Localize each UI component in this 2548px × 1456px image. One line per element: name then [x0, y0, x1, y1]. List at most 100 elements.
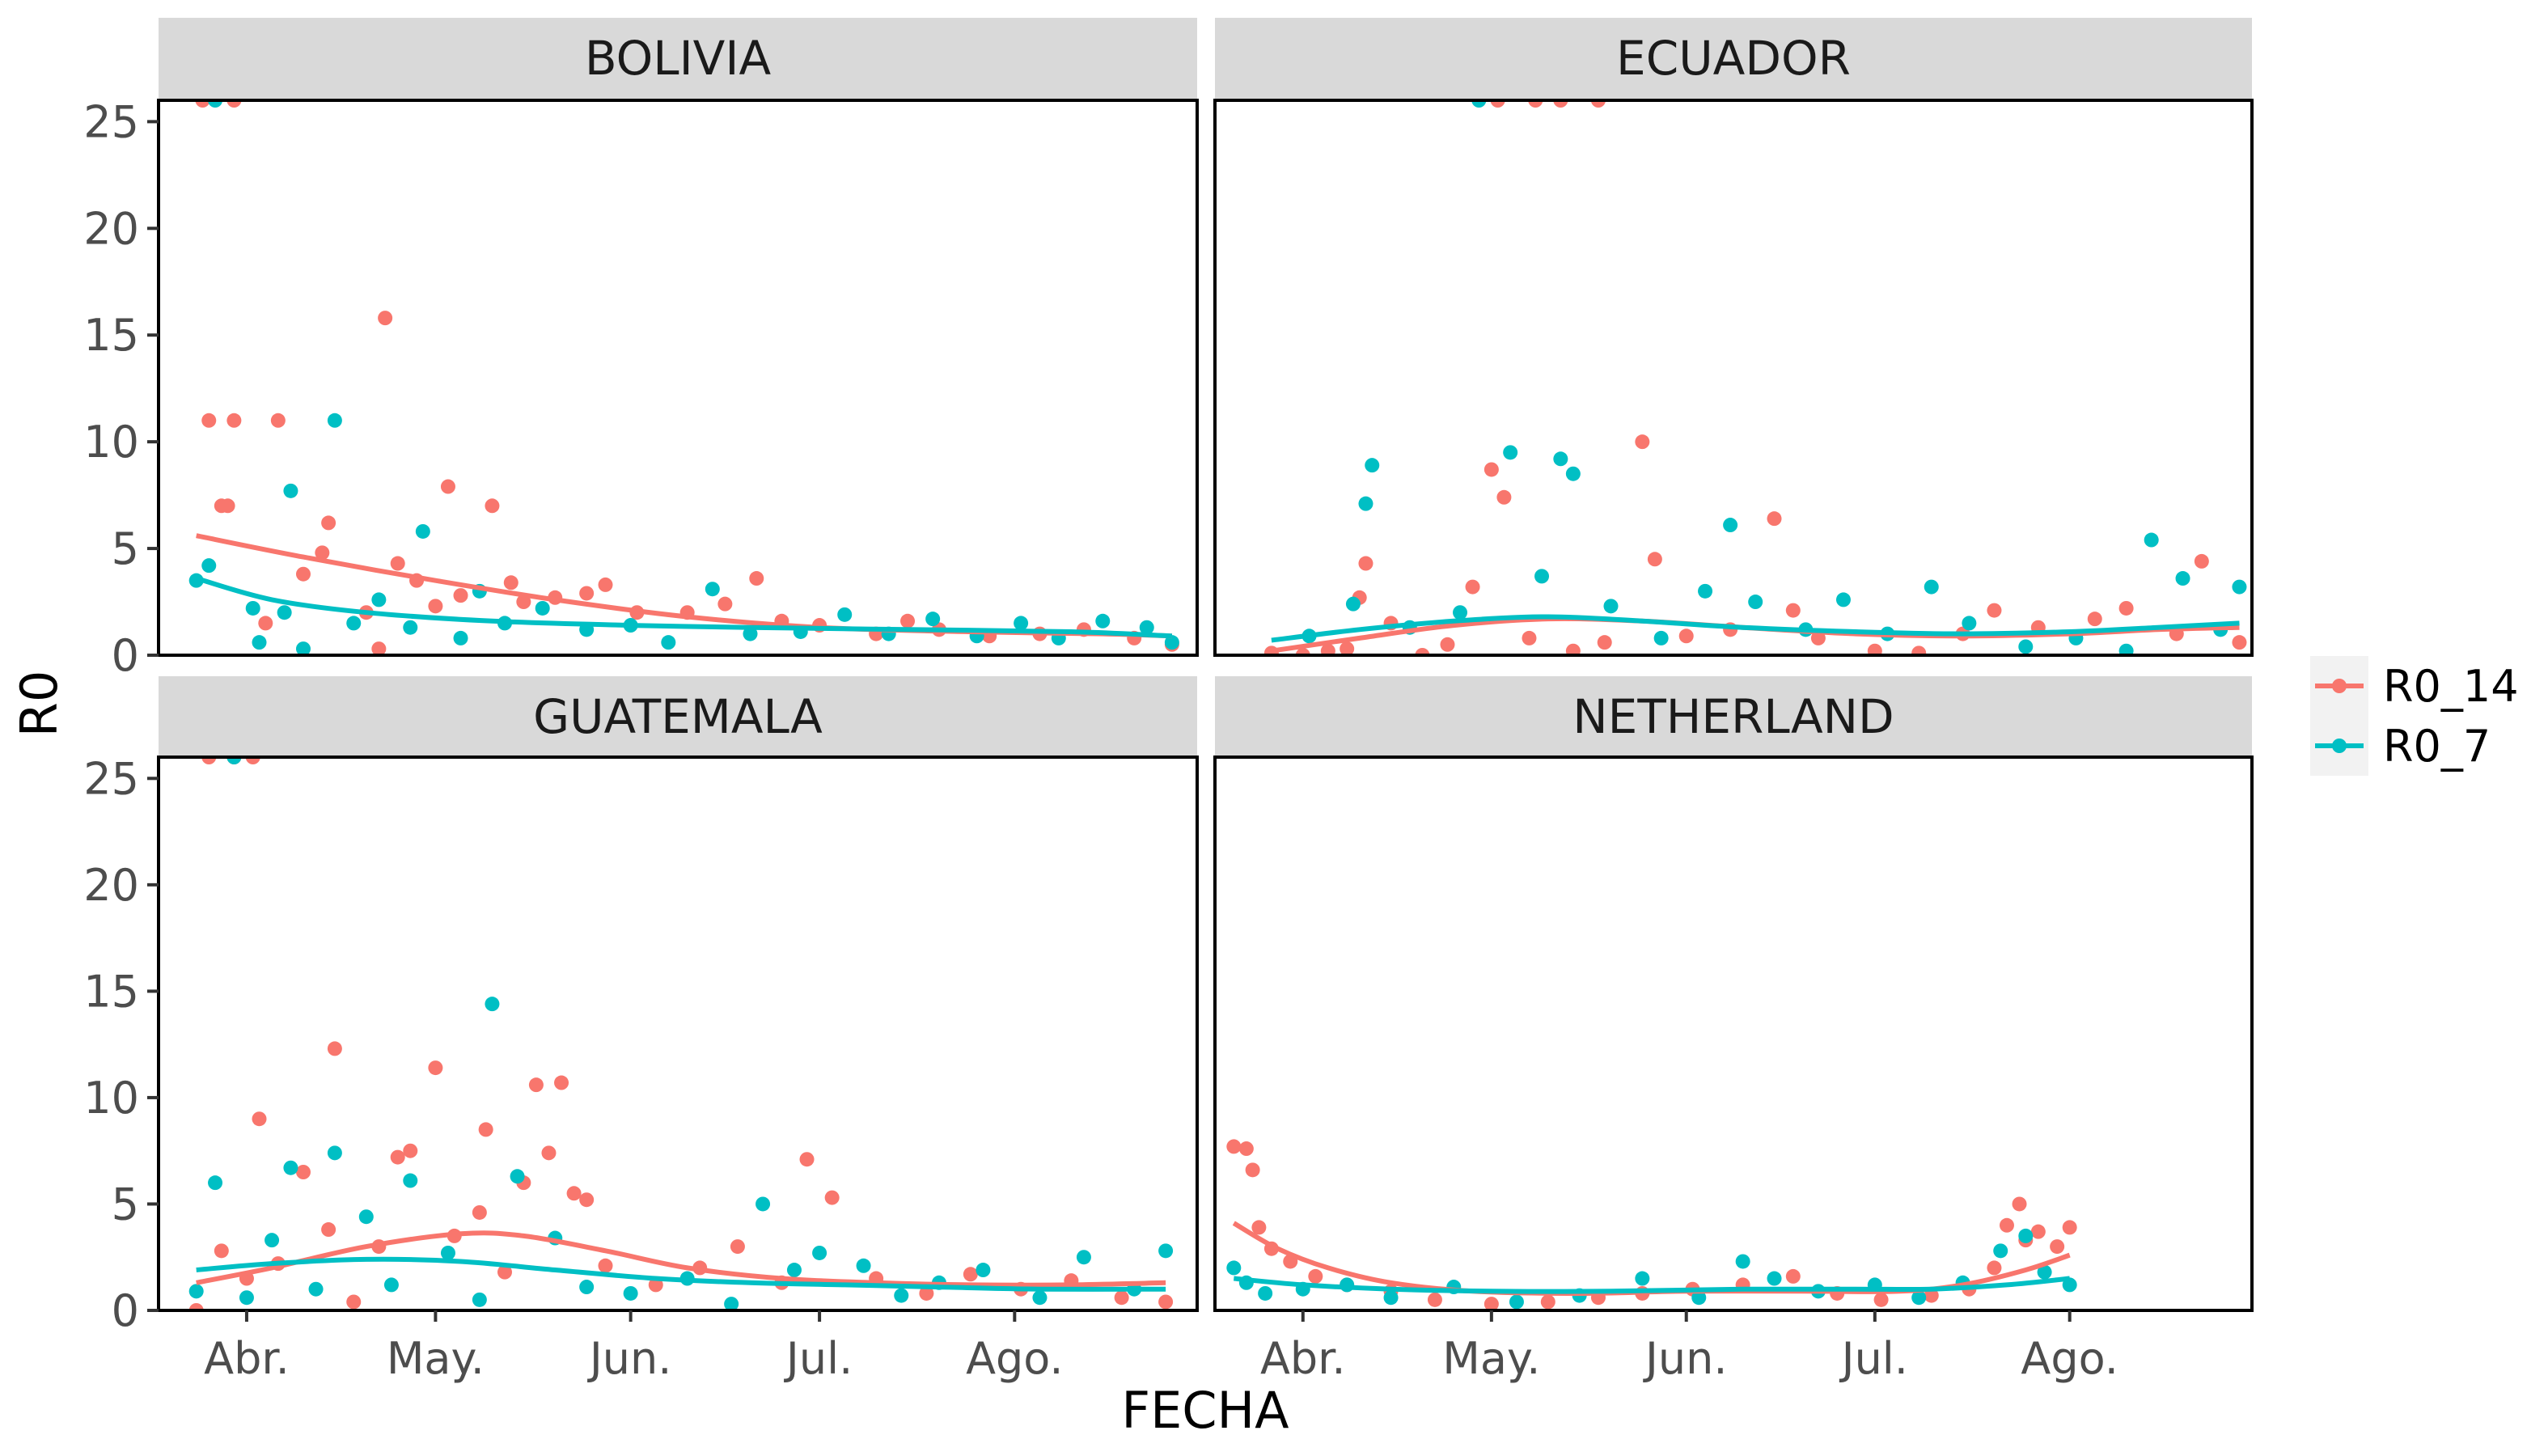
point-r0_7 — [1553, 451, 1568, 467]
point-r0_7 — [1471, 100, 1487, 108]
point-r0_14 — [1484, 462, 1499, 477]
point-r0_14 — [1415, 648, 1430, 655]
point-r0_7 — [743, 626, 758, 641]
panel-bolivia: BOLIVIA 0 5 10 15 20 25 — [83, 18, 1199, 681]
point-r0_7 — [277, 605, 292, 620]
point-r0_7 — [2144, 532, 2159, 548]
point-r0_14 — [1440, 637, 1455, 652]
point-r0_14 — [295, 566, 311, 582]
point-r0_7 — [1691, 1290, 1707, 1306]
point-r0_7 — [1226, 1260, 1242, 1276]
point-r0_14 — [2232, 635, 2247, 650]
point-r0_14 — [1490, 100, 1505, 108]
y-tick-label: 25 — [83, 96, 139, 147]
point-r0_14 — [1320, 643, 1335, 655]
point-r0_7 — [1911, 1290, 1927, 1306]
point-r0_14 — [327, 1041, 342, 1056]
point-r0_7 — [1767, 1271, 1782, 1286]
point-r0_14 — [1597, 635, 1612, 650]
point-r0_14 — [1245, 1162, 1260, 1178]
point-r0_14 — [1590, 100, 1606, 108]
legend-key-point — [2332, 679, 2347, 693]
point-r0_14 — [1565, 643, 1581, 655]
point-r0_7 — [2175, 571, 2190, 586]
point-r0_7 — [245, 600, 260, 616]
point-r0_7 — [1139, 620, 1154, 635]
point-r0_7 — [1258, 1285, 1273, 1301]
x-tick-label: Jun. — [587, 1333, 672, 1384]
point-r0_7 — [1158, 1243, 1174, 1259]
smooth-line-r0_7 — [1271, 614, 2240, 643]
point-r0_7 — [1723, 518, 1738, 533]
point-r0_7 — [2232, 579, 2247, 595]
plot-area-guatemala — [188, 757, 1174, 1310]
point-r0_14 — [403, 1143, 418, 1158]
point-r0_7 — [208, 1175, 223, 1191]
y-tick-label: 0 — [112, 1285, 139, 1336]
point-r0_7 — [579, 1280, 595, 1295]
point-r0_7 — [661, 635, 676, 650]
point-r0_14 — [428, 1060, 443, 1076]
y-tick-label: 20 — [83, 203, 139, 254]
x-tick-label: Jul. — [1839, 1333, 1908, 1384]
y-axis-title: R0 — [10, 671, 69, 738]
y-tick-label: 5 — [112, 523, 139, 574]
point-r0_14 — [1873, 1292, 1889, 1307]
point-r0_7 — [1095, 613, 1111, 629]
point-r0_14 — [428, 599, 443, 614]
point-r0_14 — [1924, 1288, 1939, 1303]
strip-label-ecuador: ECUADOR — [1616, 31, 1851, 86]
y-tick-label: 5 — [112, 1179, 139, 1230]
point-r0_14 — [824, 1190, 840, 1205]
point-r0_14 — [245, 757, 260, 764]
point-r0_14 — [1158, 1294, 1174, 1310]
point-r0_7 — [1565, 466, 1581, 481]
point-r0_14 — [453, 588, 468, 603]
point-r0_14 — [201, 413, 217, 428]
point-r0_7 — [623, 1285, 638, 1301]
strip-bolivia — [159, 18, 1197, 99]
plot-area-netherland — [1226, 1139, 2077, 1310]
point-r0_14 — [528, 1077, 544, 1093]
point-r0_7 — [786, 1263, 802, 1278]
y-tick-label: 15 — [83, 966, 139, 1017]
point-r0_7 — [1635, 1271, 1650, 1286]
point-r0_7 — [1698, 583, 1713, 599]
point-r0_7 — [2037, 1264, 2052, 1280]
point-r0_7 — [1509, 1294, 1524, 1310]
panel-netherland: NETHERLAND Abr. May. Jun. Jul. Ago. — [1213, 676, 2254, 1384]
point-r0_14 — [1528, 100, 1543, 108]
point-r0_14 — [541, 1145, 557, 1161]
legend-key-point — [2332, 739, 2347, 753]
point-r0_14 — [1647, 552, 1662, 567]
point-r0_14 — [2050, 1239, 2065, 1255]
legend-item-r0_14: R0_14 — [2310, 656, 2519, 716]
point-r0_14 — [2087, 612, 2102, 627]
point-r0_7 — [812, 1245, 827, 1260]
panel-border-bolivia — [157, 99, 1199, 657]
point-r0_14 — [371, 641, 387, 655]
point-r0_7 — [2018, 639, 2034, 654]
point-r0_14 — [648, 1277, 663, 1293]
panel-border-netherland — [1213, 756, 2254, 1312]
point-r0_7 — [371, 592, 387, 607]
panel-ecuador: ECUADOR — [1213, 18, 2254, 657]
point-r0_14 — [1295, 648, 1310, 655]
point-r0_7 — [208, 100, 223, 108]
point-r0_7 — [327, 1145, 342, 1161]
point-r0_7 — [535, 600, 550, 616]
point-r0_14 — [1238, 1141, 1254, 1157]
point-r0_14 — [1251, 1220, 1267, 1235]
point-r0_7 — [1453, 605, 1468, 620]
point-r0_7 — [453, 630, 468, 645]
point-r0_14 — [579, 1192, 595, 1208]
point-r0_7 — [440, 1245, 455, 1260]
point-r0_14 — [1911, 645, 1927, 655]
point-r0_7 — [403, 620, 418, 635]
panel-border-ecuador — [1213, 99, 2254, 657]
point-r0_14 — [1484, 1297, 1499, 1310]
point-r0_14 — [554, 1075, 569, 1090]
point-r0_14 — [472, 1204, 487, 1220]
point-r0_14 — [1987, 603, 2002, 618]
smooth-line-r0_7 — [196, 1256, 1166, 1292]
